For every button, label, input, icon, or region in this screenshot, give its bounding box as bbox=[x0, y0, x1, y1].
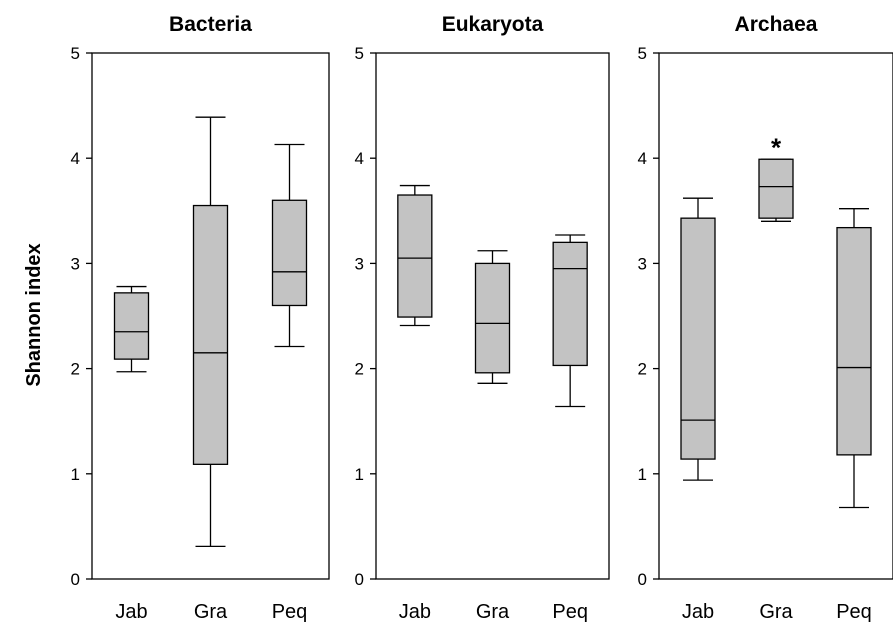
y-tick-label: 5 bbox=[71, 44, 80, 63]
category-label: Peq bbox=[836, 601, 872, 623]
iqr-box bbox=[552, 241, 588, 367]
box-archaea-peq bbox=[836, 208, 872, 509]
iqr-box bbox=[192, 204, 229, 465]
box-bacteria-gra bbox=[192, 116, 229, 548]
y-tick-label: 5 bbox=[355, 44, 364, 63]
box-eukaryota-jab bbox=[397, 184, 433, 327]
y-tick-label: 4 bbox=[355, 149, 364, 168]
panel-bacteria: Bacteria 0 1 2 3 4 5 Jab Gra Peq bbox=[71, 13, 330, 623]
y-tick-label: 4 bbox=[638, 149, 647, 168]
iqr-box bbox=[271, 199, 308, 307]
y-tick-label: 1 bbox=[71, 465, 80, 484]
significance-marker: * bbox=[771, 132, 782, 162]
category-label: Jab bbox=[399, 601, 431, 623]
y-tick-label: 1 bbox=[355, 465, 364, 484]
iqr-box bbox=[113, 292, 150, 360]
panel-archaea: Archaea 0 1 2 3 4 5 Jab Gra * Peq bbox=[638, 13, 893, 623]
y-tick-label: 1 bbox=[638, 465, 647, 484]
category-label: Gra bbox=[194, 601, 228, 623]
y-tick-label: 5 bbox=[638, 44, 647, 63]
iqr-box bbox=[397, 194, 433, 318]
y-tick-label: 3 bbox=[355, 254, 364, 273]
category-label: Gra bbox=[476, 601, 510, 623]
y-tick-label: 4 bbox=[71, 149, 80, 168]
panel-title: Bacteria bbox=[169, 13, 252, 36]
category-label: Peq bbox=[272, 601, 308, 623]
category-label: Gra bbox=[759, 601, 793, 623]
panel-eukaryota: Eukaryota 0 1 2 3 4 5 Jab Gra Peq bbox=[355, 13, 610, 623]
y-tick-label: 0 bbox=[638, 570, 647, 589]
box-bacteria-peq bbox=[271, 143, 308, 348]
y-tick-label: 2 bbox=[355, 360, 364, 379]
plot-frame bbox=[91, 52, 330, 580]
box-eukaryota-gra bbox=[474, 250, 511, 384]
y-tick-label: 2 bbox=[638, 360, 647, 379]
box-archaea-jab bbox=[680, 197, 716, 481]
plot-frame bbox=[658, 52, 893, 580]
box-bacteria-jab bbox=[113, 285, 150, 373]
iqr-box bbox=[836, 226, 872, 456]
y-tick-label: 2 bbox=[71, 360, 80, 379]
y-axis-label: Shannon index bbox=[23, 243, 45, 386]
panel-title: Archaea bbox=[735, 13, 818, 36]
panel-title: Eukaryota bbox=[442, 13, 544, 36]
y-tick-label: 0 bbox=[71, 570, 80, 589]
category-label: Jab bbox=[115, 601, 147, 623]
category-label: Jab bbox=[682, 601, 714, 623]
box-eukaryota-peq bbox=[552, 234, 588, 408]
iqr-box bbox=[680, 217, 716, 460]
y-tick-label: 3 bbox=[71, 254, 80, 273]
y-tick-label: 3 bbox=[638, 254, 647, 273]
category-label: Peq bbox=[552, 601, 588, 623]
box-archaea-gra bbox=[758, 158, 794, 222]
iqr-box bbox=[474, 262, 511, 374]
y-tick-label: 0 bbox=[355, 570, 364, 589]
plot-frame bbox=[375, 52, 610, 580]
iqr-box bbox=[758, 158, 794, 219]
